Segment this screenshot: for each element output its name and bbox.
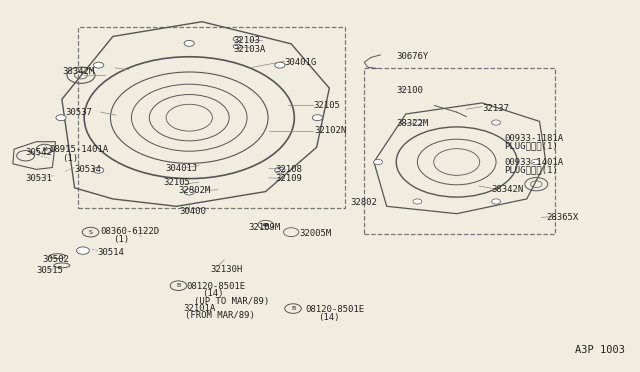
Text: 30400: 30400: [180, 207, 207, 217]
Text: 32005M: 32005M: [300, 230, 332, 238]
Circle shape: [531, 160, 540, 164]
Text: 32802M: 32802M: [179, 186, 211, 195]
Circle shape: [262, 223, 269, 227]
Circle shape: [275, 62, 285, 68]
Text: 08120-8501E: 08120-8501E: [306, 305, 365, 314]
Text: A3P 1003: A3P 1003: [575, 345, 625, 355]
Text: 30514: 30514: [97, 248, 124, 257]
Text: 32109M: 32109M: [248, 223, 281, 232]
Text: 30515: 30515: [36, 266, 63, 275]
Circle shape: [93, 167, 104, 173]
Circle shape: [413, 120, 422, 125]
Text: 30676Y: 30676Y: [396, 52, 428, 61]
Text: (14): (14): [319, 312, 340, 321]
Text: (FROM MAR/89): (FROM MAR/89): [185, 311, 255, 320]
Text: 30401J: 30401J: [166, 164, 198, 173]
Text: 32105: 32105: [314, 101, 340, 110]
Text: 30531: 30531: [26, 174, 52, 183]
Text: 32105: 32105: [164, 178, 191, 187]
Text: 32103: 32103: [234, 36, 260, 45]
Text: 00933-1401A: 00933-1401A: [504, 157, 564, 167]
Text: (14): (14): [202, 289, 223, 298]
Text: 30502: 30502: [43, 255, 70, 264]
Text: 00933-1181A: 00933-1181A: [504, 134, 564, 142]
Text: 32108: 32108: [275, 165, 302, 174]
Circle shape: [374, 160, 383, 164]
Circle shape: [184, 41, 195, 46]
Text: (UP TO MAR/89): (UP TO MAR/89): [194, 297, 269, 306]
Text: 32101A: 32101A: [183, 304, 215, 313]
Text: PLUGプラグ(1): PLUGプラグ(1): [504, 165, 558, 174]
Text: 30534: 30534: [75, 165, 102, 174]
Text: 30542: 30542: [26, 148, 52, 157]
Text: 32102N: 32102N: [315, 126, 347, 135]
Circle shape: [275, 167, 285, 173]
Circle shape: [77, 247, 89, 254]
Text: 38342N: 38342N: [492, 185, 524, 194]
Circle shape: [233, 37, 241, 41]
Text: 08360-6122D: 08360-6122D: [100, 227, 159, 235]
Text: PLUGプラグ(1): PLUGプラグ(1): [504, 141, 558, 150]
Circle shape: [184, 189, 195, 195]
Text: S: S: [88, 230, 93, 235]
Circle shape: [492, 199, 500, 204]
Text: B: B: [176, 283, 180, 288]
Text: 38342M: 38342M: [62, 67, 94, 76]
Text: 32130H: 32130H: [211, 264, 243, 273]
Text: (1): (1): [62, 154, 78, 163]
Text: 32100: 32100: [396, 86, 423, 94]
Text: (1): (1): [113, 235, 129, 244]
Text: 32802: 32802: [350, 198, 377, 207]
Text: B: B: [291, 306, 295, 311]
Circle shape: [492, 120, 500, 125]
Text: 32103A: 32103A: [234, 45, 266, 54]
Text: 32137: 32137: [482, 104, 509, 113]
Text: 28365X: 28365X: [546, 213, 578, 222]
Circle shape: [413, 199, 422, 204]
Circle shape: [312, 115, 323, 121]
Text: 30401G: 30401G: [285, 58, 317, 67]
Text: 32109: 32109: [275, 174, 302, 183]
Text: 38322M: 38322M: [396, 119, 428, 128]
Text: 30537: 30537: [65, 108, 92, 117]
Circle shape: [93, 62, 104, 68]
Text: 08120-8501E: 08120-8501E: [186, 282, 245, 291]
Text: 08915-1401A: 08915-1401A: [49, 145, 108, 154]
Text: M: M: [42, 147, 47, 151]
Circle shape: [56, 115, 66, 121]
Circle shape: [233, 44, 241, 49]
